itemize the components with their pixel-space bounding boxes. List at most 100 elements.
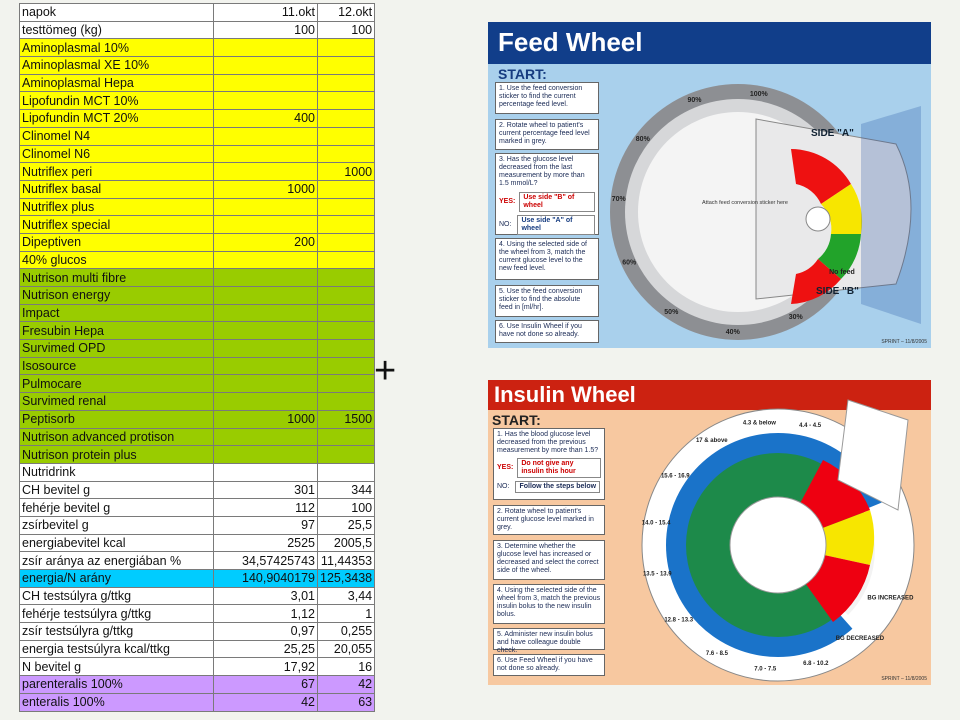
insulin-ring-label-5: 13.5 - 13.9 (643, 571, 672, 577)
cell-day-2 (316, 91, 376, 111)
cell-day-1 (213, 445, 318, 464)
cell-label: Nutrison energy (19, 286, 214, 305)
cell-day-1: 100 (213, 20, 318, 40)
cell-label: Nutriflex peri (19, 162, 214, 181)
cell-label: Nutrison advanced protison (19, 427, 214, 447)
cell-day-1: 140,9040179 (213, 569, 318, 588)
feed-wheel-green-zone (818, 234, 861, 279)
cell-day-1: 400 (213, 109, 318, 128)
cell-day-1 (213, 91, 318, 111)
cell-day-2 (316, 109, 376, 128)
cell-day-1 (213, 392, 318, 411)
feed-step-1: 1. Use the feed conversion sticker to fi… (495, 82, 599, 114)
insulin-step-6: 6. Use Feed Wheel if you have not done s… (493, 654, 605, 676)
table-row: CH bevitel g 301 344 (19, 480, 376, 500)
cell-label: 40% glucos (19, 250, 214, 270)
feed-sticker-note: Attach feed conversion sticker here (702, 200, 788, 206)
table-row: 40% glucos (19, 250, 376, 270)
cell-day-2: 25,5 (316, 515, 376, 535)
cell-day-1 (213, 73, 318, 93)
feed-ring-label-7: 30% (789, 314, 804, 321)
cell-day-2: 100 (316, 20, 376, 40)
table-row: Survimed OPD (19, 339, 376, 358)
cell-day-2 (316, 303, 376, 323)
insulin-ring-label-10: BG DECREASED (836, 636, 885, 642)
cell-label: Nutriflex plus (19, 197, 214, 217)
cell-label: Dipeptiven (19, 232, 214, 252)
cell-day-1 (213, 38, 318, 58)
cell-label: Peptisorb (19, 409, 214, 429)
insulin-start-label: START: (492, 412, 541, 428)
cell-label: testtömeg (kg) (19, 20, 214, 40)
cell-label: enteralis 100% (19, 692, 214, 712)
cell-day-1 (213, 162, 318, 181)
cell-day-1 (213, 356, 318, 376)
feed-side-b-label: SIDE "B" (816, 286, 859, 297)
cell-day-1 (213, 56, 318, 75)
feed-wheel-hub (805, 206, 831, 232)
cell-day-1 (213, 215, 318, 234)
table-row: Fresubin Hepa (19, 321, 376, 341)
cell-day-2 (316, 73, 376, 93)
insulin-ring-label-4: 14.0 - 15.4 (642, 521, 671, 527)
cell-day-1 (213, 303, 318, 323)
cell-label: N bevitel g (19, 657, 214, 677)
cell-day-2: 63 (316, 692, 376, 712)
table-row: Nutriflex special (19, 215, 376, 234)
cell-day-1: 1000 (213, 179, 318, 199)
cell-label: Aminoplasmal 10% (19, 38, 214, 58)
feed-wheel-graphic: SIDE "A" SIDE "B" Attach feed conversion… (610, 84, 921, 340)
feed-no-label: NO: (499, 221, 512, 228)
cell-day-2: 100 (316, 498, 376, 517)
table-row: Aminoplasmal XE 10% (19, 56, 376, 75)
cell-day-1: 0,97 (213, 622, 318, 641)
cell-day-2: 12.okt (316, 3, 376, 22)
cell-day-2 (316, 392, 376, 411)
table-row: energia/N arány 140,9040179 125,3438 (19, 569, 376, 588)
cell-day-2: 3,44 (316, 586, 376, 606)
insulin-yes-text: Do not give any insulin this hour (517, 458, 601, 478)
cell-day-2 (316, 250, 376, 270)
table-row: energia testsúlyra kcal/ttkg 25,25 20,055 (19, 639, 376, 659)
cell-day-1 (213, 462, 318, 482)
table-row: Pulmocare (19, 374, 376, 394)
cell-label: Impact (19, 303, 214, 323)
cell-day-2 (316, 427, 376, 447)
cell-day-1: 34,57425743 (213, 551, 318, 570)
insulin-wheel-graphic: 4.4 - 4.5 4.3 & below 17 & above 15.6 - 16.… (641, 399, 915, 682)
cell-label: energia testsúlyra kcal/ttkg (19, 639, 214, 659)
insulin-step-4: 4. Using the selected side of the wheel … (493, 584, 605, 624)
feed-step-6: 6. Use Insulin Wheel if you have not don… (495, 320, 599, 343)
cell-day-2: 1500 (316, 409, 376, 429)
insulin-ring-label-8: 7.0 - 7.5 (754, 666, 777, 672)
insulin-ring-labels: 4.4 - 4.5 4.3 & below 17 & above 15.6 - 16.… (642, 420, 914, 672)
feed-ring-label-8: No feed (829, 269, 855, 276)
table-row: Clinomel N6 (19, 144, 376, 164)
cell-day-1: 301 (213, 480, 318, 500)
cell-label: Survimed renal (19, 392, 214, 411)
feed-wheel-tab (861, 106, 921, 324)
insulin-yes-label: YES: (497, 464, 514, 471)
cell-label: Survimed OPD (19, 339, 214, 358)
insulin-ring-label-0: 4.4 - 4.5 (799, 423, 822, 429)
table-row: zsírbevitel g 97 25,5 (19, 515, 376, 535)
cell-day-2: 0,255 (316, 622, 376, 641)
insulin-ring-label-9: 6.8 - 10.2 (803, 661, 829, 667)
insulin-step-2: 2. Rotate wheel to patient's current glu… (493, 505, 605, 535)
cell-day-2 (316, 126, 376, 146)
cell-label: Lipofundin MCT 10% (19, 91, 214, 111)
insulin-step-1: 1. Has the blood glucose level decreased… (493, 428, 605, 500)
cell-day-1: 67 (213, 675, 318, 694)
cell-label: CH bevitel g (19, 480, 214, 500)
cell-label: Nutrison protein plus (19, 445, 214, 464)
feed-wheel-yellow-zone (821, 184, 863, 234)
feed-yes-label: YES: (499, 198, 516, 205)
cell-label: zsír aránya az energiában % (19, 551, 214, 570)
feed-wheel-red-zone-b (791, 259, 841, 304)
feed-wheel-red-zone (791, 149, 851, 204)
cell-day-1: 1000 (213, 409, 318, 429)
cell-label: parenteralis 100% (19, 675, 214, 694)
feed-step-3-text: 3. Has the glucose level decreased from … (499, 156, 585, 187)
table-row: Nutrison advanced protison (19, 427, 376, 447)
table-row: zsír aránya az energiában % 34,57425743 11… (19, 551, 376, 570)
